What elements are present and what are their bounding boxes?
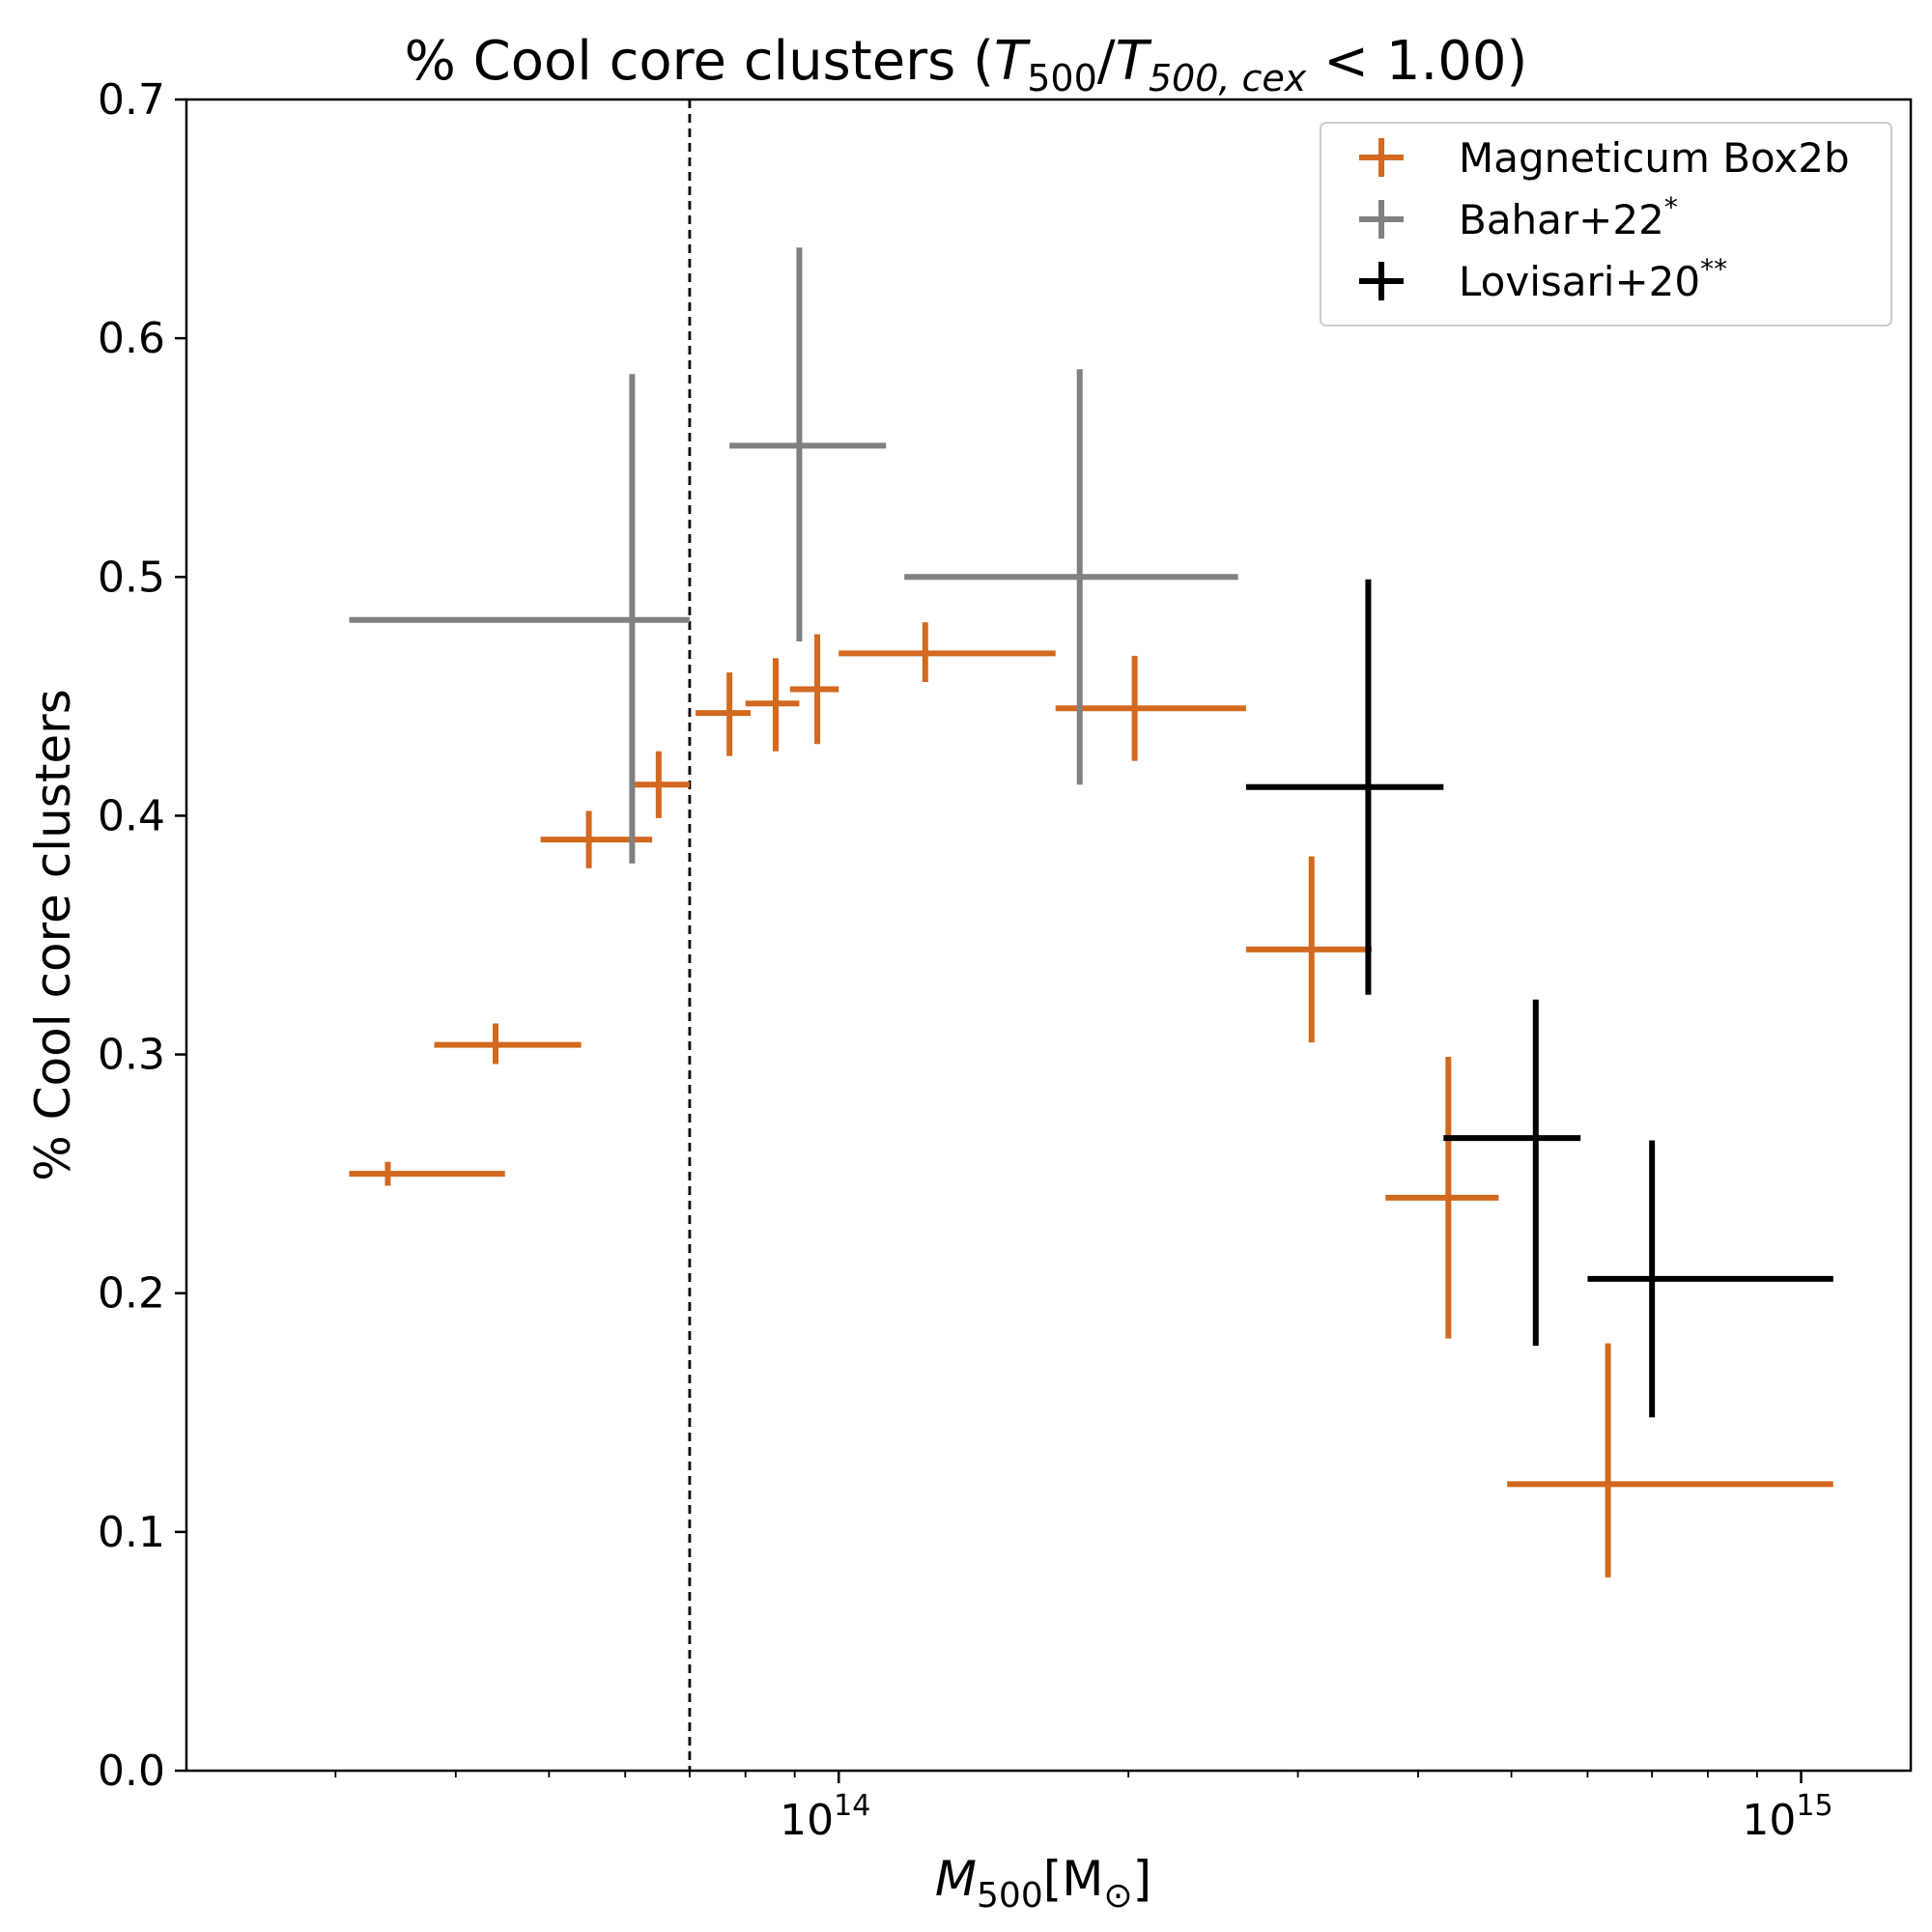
title-sub1: 500: [1027, 57, 1097, 99]
xlabel-sub: 500: [977, 1876, 1043, 1916]
title-slash: /: [1097, 30, 1116, 93]
legend-name: Lovisari+20: [1459, 258, 1700, 305]
x-tick-base: 10: [1742, 1796, 1796, 1845]
y-tick-label: 0.5: [98, 553, 165, 602]
y-tick-label: 0.3: [98, 1031, 165, 1080]
xlabel-bracket: [M: [1043, 1851, 1104, 1907]
title-prefix: % Cool core clusters (: [405, 30, 994, 93]
title-suffix: < 1.00): [1306, 30, 1527, 93]
y-tick-label: 0.4: [98, 791, 165, 840]
xlabel-close: ]: [1133, 1851, 1152, 1907]
x-tick-exponent: 15: [1796, 1789, 1833, 1823]
legend-label: Magneticum Box2b: [1459, 134, 1850, 182]
axes-frame: [185, 98, 1913, 1773]
legend-label: Bahar+22*: [1459, 191, 1678, 243]
legend-superscript: *: [1664, 191, 1678, 223]
legend-superscript: **: [1700, 253, 1727, 285]
y-tick-label: 0.1: [98, 1508, 165, 1557]
legend-name: Bahar+22: [1459, 196, 1664, 243]
legend-name: Magneticum Box2b: [1459, 134, 1850, 182]
legend: Magneticum Box2b Bahar+22* Lovisari+20**: [1320, 122, 1892, 327]
title-sub2: 500, cex: [1149, 57, 1307, 99]
x-tick-label: 1015: [1742, 1789, 1833, 1845]
x-tick-label: 1014: [780, 1789, 870, 1845]
y-axis-label: % Cool core clusters: [25, 689, 81, 1181]
legend-label: Lovisari+20**: [1459, 253, 1727, 305]
title-t1: T: [994, 30, 1031, 93]
xlabel-m: M: [935, 1851, 977, 1907]
y-tick-label: 0.7: [98, 75, 165, 125]
y-tick-label: 0.6: [98, 314, 165, 363]
title-t2: T: [1116, 30, 1152, 93]
x-tick-base: 10: [780, 1796, 834, 1845]
x-axis-label: M500[M⊙]: [935, 1851, 1151, 1916]
y-tick-label: 0.2: [98, 1269, 165, 1319]
xlabel-sun: ⊙: [1103, 1876, 1132, 1916]
x-tick-exponent: 14: [834, 1789, 870, 1823]
chart-title: % Cool core clusters (T500/T500, cex < 1…: [405, 30, 1528, 99]
legend-frame: [1320, 122, 1892, 327]
y-tick-label: 0.0: [98, 1747, 165, 1796]
